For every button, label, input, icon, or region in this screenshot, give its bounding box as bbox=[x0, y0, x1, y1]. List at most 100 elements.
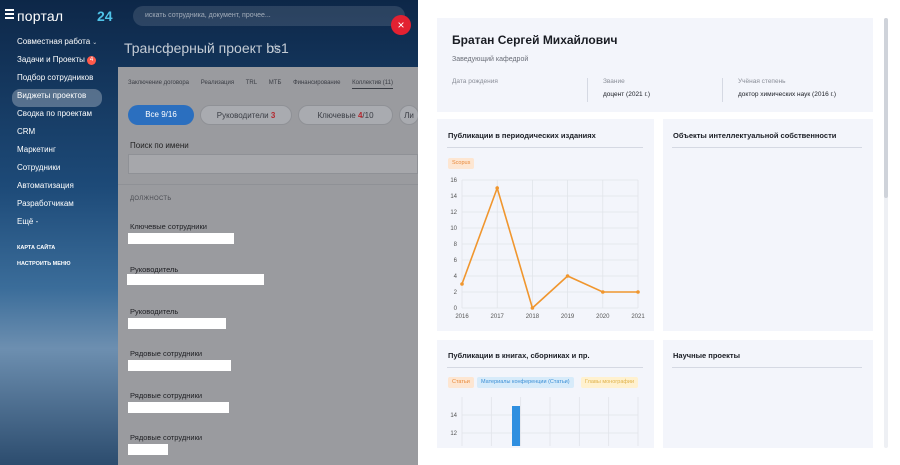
legend-chapters[interactable]: Главы монографии bbox=[581, 377, 639, 388]
chip-other[interactable]: Ли bbox=[399, 105, 419, 125]
menu-item-label: Автоматизация bbox=[17, 181, 74, 190]
divider bbox=[672, 367, 862, 368]
x-tick-label: 2018 bbox=[526, 314, 540, 320]
table-row-position: Руководитель bbox=[130, 265, 179, 274]
chip-label: Ключевые bbox=[317, 111, 356, 120]
menu-item-label: Совместная работа bbox=[17, 37, 91, 46]
project-panel bbox=[118, 67, 418, 465]
y-tick-label: 16 bbox=[450, 178, 457, 184]
tab-implementation[interactable]: Реализация bbox=[200, 80, 235, 86]
y-tick-label: 10 bbox=[450, 226, 457, 232]
person-name: Братан Сергей Михайлович bbox=[452, 33, 618, 47]
scrollbar-track[interactable] bbox=[884, 18, 888, 448]
divider bbox=[672, 147, 862, 148]
portal-logo[interactable]: портал bbox=[17, 8, 64, 24]
research-card bbox=[663, 340, 873, 448]
menu-item-crm[interactable]: CRM bbox=[12, 125, 102, 143]
menu-burger-icon[interactable] bbox=[5, 9, 14, 19]
ip-card bbox=[663, 119, 873, 331]
tab-contract[interactable]: Заключение договора bbox=[128, 80, 190, 86]
project-tabs: Заключение договора Реализация TRL МТБ Ф… bbox=[128, 80, 403, 89]
position-column-header: ДОЛЖНОСТЬ bbox=[130, 196, 172, 202]
x-tick-label: 2020 bbox=[596, 314, 610, 320]
menu-item-project-widgets[interactable]: Виджеты проектов bbox=[12, 89, 102, 107]
y-tick-label: 8 bbox=[454, 242, 458, 248]
periodicals-title: Публикации в периодических изданиях bbox=[448, 131, 596, 140]
x-tick-label: 2021 bbox=[631, 314, 645, 320]
table-row-position: Рядовые сотрудники bbox=[130, 349, 203, 358]
close-panel-button[interactable]: × bbox=[391, 15, 411, 35]
data-point bbox=[530, 306, 535, 310]
divider bbox=[118, 184, 418, 185]
legend-scopus[interactable]: Scopus bbox=[448, 158, 475, 169]
legend-conference[interactable]: Материалы конференции (Статьи) bbox=[477, 377, 574, 388]
x-tick-label: 2017 bbox=[491, 314, 505, 320]
chip-total: /10 bbox=[362, 111, 374, 120]
menu-item-label: CRM bbox=[17, 127, 36, 136]
tab-trl[interactable]: TRL bbox=[245, 80, 258, 86]
data-point bbox=[601, 290, 605, 294]
name-search-input[interactable] bbox=[128, 154, 418, 174]
data-point bbox=[495, 186, 499, 190]
birth-date-label: Дата рождения bbox=[452, 78, 498, 85]
data-point bbox=[565, 274, 570, 278]
periodicals-line-chart: 0 2 4 6 8 10 12 14 16 2016 2017 2018 2019 2020 2021 bbox=[450, 178, 645, 320]
redacted-name bbox=[128, 233, 234, 244]
research-title: Научные проекты bbox=[673, 351, 740, 360]
project-title: Трансферный проект bs1 bbox=[124, 40, 289, 56]
name-search-label: Поиск по имени bbox=[130, 141, 189, 150]
divider bbox=[447, 367, 643, 368]
redacted-name bbox=[127, 274, 264, 285]
left-menu: Совместная работа ⌄ Задачи и Проекты 4 Под… bbox=[0, 35, 116, 273]
y-tick-label: 6 bbox=[454, 258, 458, 264]
legend-articles[interactable]: Статьи bbox=[448, 377, 474, 388]
chip-key[interactable]: Ключевые 4/10 bbox=[298, 105, 393, 125]
data-point bbox=[460, 282, 464, 286]
menu-item-recruitment[interactable]: Подбор сотрудников bbox=[12, 71, 102, 89]
menu-item-label: Маркетинг bbox=[17, 145, 56, 154]
chip-leaders[interactable]: Руководители 3 bbox=[200, 105, 292, 125]
favorite-star-icon[interactable]: ☆ bbox=[270, 41, 281, 55]
y-tick-label: 14 bbox=[450, 413, 457, 419]
chip-all[interactable]: Все 9/16 bbox=[128, 105, 194, 125]
y-tick-label: 12 bbox=[450, 431, 457, 437]
x-tick-label: 2019 bbox=[561, 314, 575, 320]
tab-financing[interactable]: Финансирование bbox=[293, 80, 341, 86]
portal-logo-number[interactable]: 24 bbox=[97, 8, 113, 24]
tab-mtb[interactable]: МТБ bbox=[268, 80, 282, 86]
menu-item-label: Сводка по проектам bbox=[17, 109, 93, 118]
menu-item-more[interactable]: Ещё - bbox=[12, 215, 102, 233]
bar-articles bbox=[512, 406, 520, 446]
menu-item-employees[interactable]: Сотрудники bbox=[12, 161, 102, 179]
redacted-name bbox=[128, 360, 231, 371]
chip-count: 3 bbox=[270, 111, 276, 120]
menu-item-marketing[interactable]: Маркетинг bbox=[12, 143, 102, 161]
menu-item-collaboration[interactable]: Совместная работа ⌄ bbox=[12, 35, 102, 53]
person-role: Заведующий кафедрой bbox=[452, 56, 529, 63]
menu-item-label: Сотрудники bbox=[17, 163, 61, 172]
menu-item-tasks[interactable]: Задачи и Проекты 4 bbox=[12, 53, 102, 71]
top-bar: портал 24 искать сотрудника, документ, п… bbox=[0, 0, 418, 34]
global-search-input[interactable]: искать сотрудника, документ, прочее... bbox=[133, 6, 405, 26]
books-bar-chart: 12 14 bbox=[450, 397, 639, 446]
sitemap-link[interactable]: КАРТА САЙТА bbox=[17, 245, 56, 251]
rank-value: доцент (2021 г.) bbox=[603, 91, 651, 98]
table-row-position: Рядовые сотрудники bbox=[130, 391, 203, 400]
menu-item-project-summary[interactable]: Сводка по проектам bbox=[12, 107, 102, 125]
redacted-name bbox=[128, 318, 226, 329]
menu-item-developers[interactable]: Разработчикам bbox=[12, 197, 102, 215]
menu-item-label: Разработчикам bbox=[17, 199, 74, 208]
series-line-scopus bbox=[461, 185, 638, 310]
scrollbar-thumb[interactable] bbox=[884, 18, 888, 198]
degree-label: Учёная степень bbox=[738, 78, 786, 85]
degree-value: доктор химических наук (2016 г.) bbox=[738, 91, 837, 98]
divider bbox=[587, 78, 588, 102]
divider bbox=[722, 78, 723, 102]
chevron-down-icon: ⌄ bbox=[92, 40, 98, 46]
tab-team[interactable]: Коллектив (11) bbox=[352, 80, 394, 89]
menu-item-automation[interactable]: Автоматизация bbox=[12, 179, 102, 197]
table-row-position: Руководитель bbox=[130, 307, 179, 316]
books-card bbox=[437, 340, 654, 448]
configure-menu-link[interactable]: НАСТРОИТЬ МЕНЮ bbox=[17, 261, 71, 267]
chip-count: 4 bbox=[357, 111, 363, 120]
